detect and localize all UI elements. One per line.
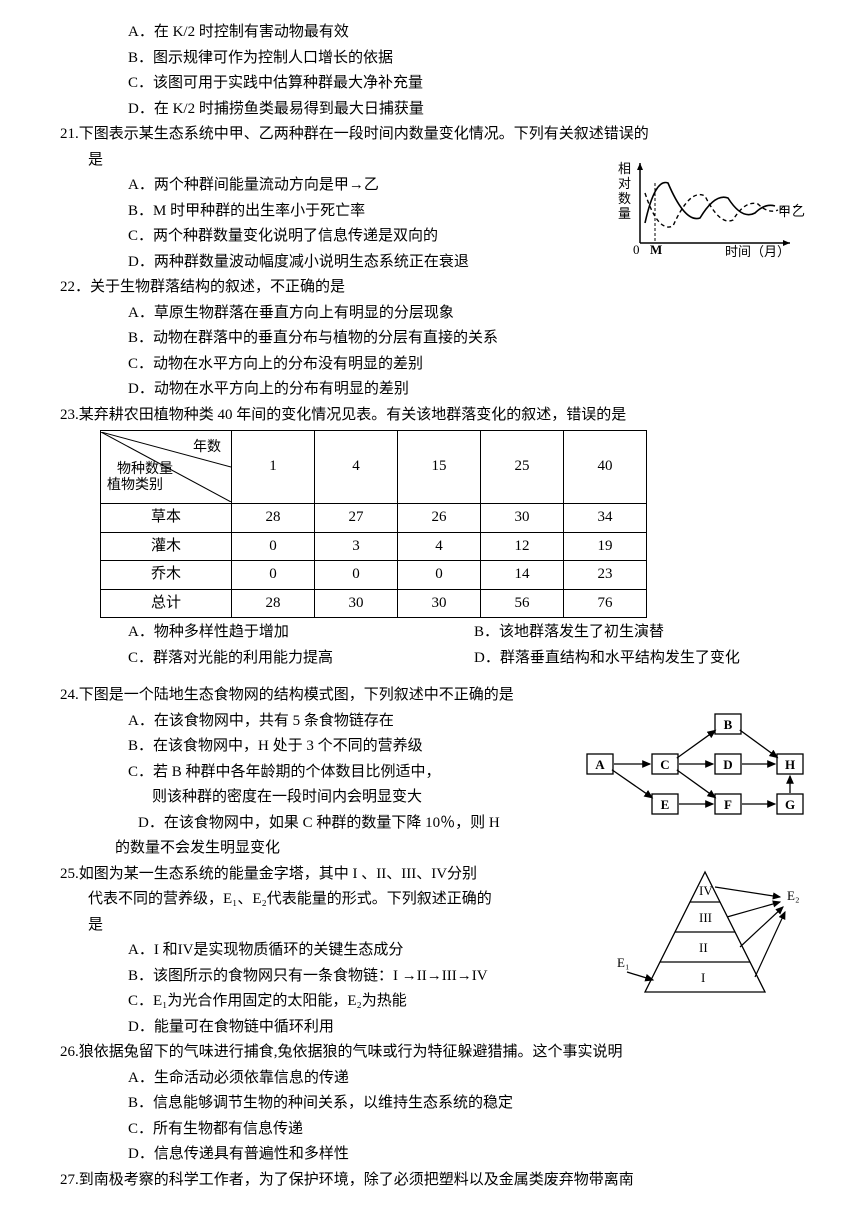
svg-text:I: I [701, 970, 705, 985]
table-row: 乔木0001423 [101, 561, 647, 590]
q24-stem: 24.下图是一个陆地生态食物网的结构模式图，下列叙述中不正确的是 [60, 683, 820, 709]
option-c: C．该图可用于实践中估算种群最大净补充量 [128, 71, 820, 97]
col-4: 4 [315, 431, 398, 504]
option-b: B．图示规律可作为控制人口增长的依据 [128, 46, 820, 72]
q26-a: A．生命活动必须依靠信息的传递 [128, 1066, 820, 1092]
svg-text:0: 0 [633, 242, 640, 257]
svg-text:G: G [785, 797, 795, 812]
q21-a: A．两个种群间能量流动方向是甲→乙 [128, 173, 610, 199]
svg-text:IV: IV [699, 883, 713, 898]
q23-d: D．群落垂直结构和水平结构发生了变化 [474, 650, 740, 666]
svg-text:时间（月）: 时间（月） [725, 244, 790, 258]
q26-d: D．信息传递具有普遍性和多样性 [128, 1142, 820, 1168]
svg-text:II: II [699, 940, 708, 955]
svg-text:甲: 甲 [778, 204, 791, 219]
q21-stem: 21.下图表示某生态系统中甲、乙两种群在一段时间内数量变化情况。下列有关叙述错误… [60, 122, 820, 148]
svg-text:III: III [699, 910, 712, 925]
q26-stem: 26.狼依据兔留下的气味进行捕食,兔依据狼的气味或行为特征躲避猎捕。这个事实说明 [60, 1040, 820, 1066]
option-d: D．在 K/2 时捕捞鱼类最易得到最大日捕获量 [128, 97, 820, 123]
q22-stem: 22．关于生物群落结构的叙述，不正确的是 [60, 275, 820, 301]
col-25: 25 [481, 431, 564, 504]
svg-text:M: M [650, 242, 662, 257]
col-15: 15 [398, 431, 481, 504]
q26-c: C．所有生物都有信息传递 [128, 1117, 820, 1143]
q21-stem-cont: 是 [88, 148, 610, 174]
svg-text:C: C [660, 757, 669, 772]
col-1: 1 [232, 431, 315, 504]
svg-text:量: 量 [618, 206, 631, 221]
q25-d: D．能量可在食物链中循环利用 [128, 1015, 615, 1041]
q23-c: C．群落对光能的利用能力提高 [128, 650, 333, 666]
q25-stem3: 是 [88, 913, 615, 939]
q25-a: A．I 和IV是实现物质循环的关键生态成分 [128, 938, 615, 964]
q25-stem1: 25.如图为某一生态系统的能量金字塔，其中 I 、II、III、IV分别 [60, 862, 615, 888]
table-row: 灌木0341219 [101, 532, 647, 561]
table-row: 总计2830305676 [101, 589, 647, 618]
svg-text:D: D [723, 757, 732, 772]
svg-text:乙: 乙 [792, 204, 805, 219]
svg-text:A: A [595, 757, 605, 772]
svg-text:E₂: E₂ [787, 888, 799, 903]
q23-stem: 23.某弃耕农田植物种类 40 年间的变化情况见表。有关该地群落变化的叙述，错误… [60, 403, 820, 429]
q22-c: C．动物在水平方向上的分布没有明显的差别 [128, 352, 820, 378]
q26-b: B．信息能够调节生物的种间关系，以维持生态系统的稳定 [128, 1091, 820, 1117]
q24-a: A．在该食物网中，共有 5 条食物链存在 [128, 709, 585, 735]
svg-text:F: F [724, 797, 732, 812]
q25-b: B．该图所示的食物网只有一条食物链：I →II→III→IV [128, 964, 615, 990]
svg-text:E: E [661, 797, 670, 812]
q24-c2: 则该种群的密度在一段时间内会明显变大 [152, 789, 422, 805]
q22-d: D．动物在水平方向上的分布有明显的差别 [128, 377, 820, 403]
q24-foodweb: A B C D H E F G [585, 709, 820, 827]
svg-text:对: 对 [618, 176, 631, 191]
option-a: A．在 K/2 时控制有害动物最有效 [128, 20, 820, 46]
svg-text:H: H [785, 757, 795, 772]
table-row: 草本2827263034 [101, 504, 647, 533]
q21-c: C．两个种群数量变化说明了信息传递是双向的 [128, 224, 610, 250]
svg-text:数: 数 [618, 191, 631, 206]
hdr-type: 植物类别 [107, 474, 163, 498]
q21-b: B．M 时甲种群的出生率小于死亡率 [128, 199, 610, 225]
q25-c: C．E₁为光合作用固定的太阳能，E₂为热能 [128, 989, 615, 1015]
q23-table: 年数 物种数量 植物类别 1 4 15 25 40 草本2827263034 灌… [100, 430, 647, 618]
q23-b: B．该地群落发生了初生演替 [474, 624, 664, 640]
svg-text:E₁: E₁ [617, 955, 629, 970]
q24-c: C．若 B 种群中各年龄期的个体数目比例适中， [128, 760, 585, 786]
q24-d: D．在该食物网中，如果 C 种群的数量下降 10％，则 H [138, 815, 500, 831]
svg-text:B: B [724, 717, 733, 732]
col-40: 40 [564, 431, 647, 504]
q25-stem2: 代表不同的营养级，E₁、E₂代表能量的形式。下列叙述正确的 [88, 887, 615, 913]
q22-a: A．草原生物群落在垂直方向上有明显的分层现象 [128, 301, 820, 327]
hdr-years: 年数 [193, 436, 221, 460]
q23-a: A．物种多样性趋于增加 [128, 624, 289, 640]
q24-d2: 的数量不会发生明显变化 [115, 840, 280, 856]
q21-chart: 相 对 数 量 0 M 时间（月） 甲 乙 [610, 148, 815, 258]
q27-stem: 27.到南极考察的科学工作者，为了保护环境，除了必须把塑料以及金属类废弃物带离南 [60, 1168, 820, 1194]
q22-b: B．动物在群落中的垂直分布与植物的分层有直接的关系 [128, 326, 820, 352]
q21-d: D．两种群数量波动幅度减小说明生态系统正在衰退 [128, 250, 610, 276]
q24-b: B．在该食物网中，H 处于 3 个不同的营养级 [128, 734, 585, 760]
q25-pyramid: IV III II I E₁ E₂ [615, 862, 815, 1007]
svg-text:相: 相 [618, 161, 631, 176]
